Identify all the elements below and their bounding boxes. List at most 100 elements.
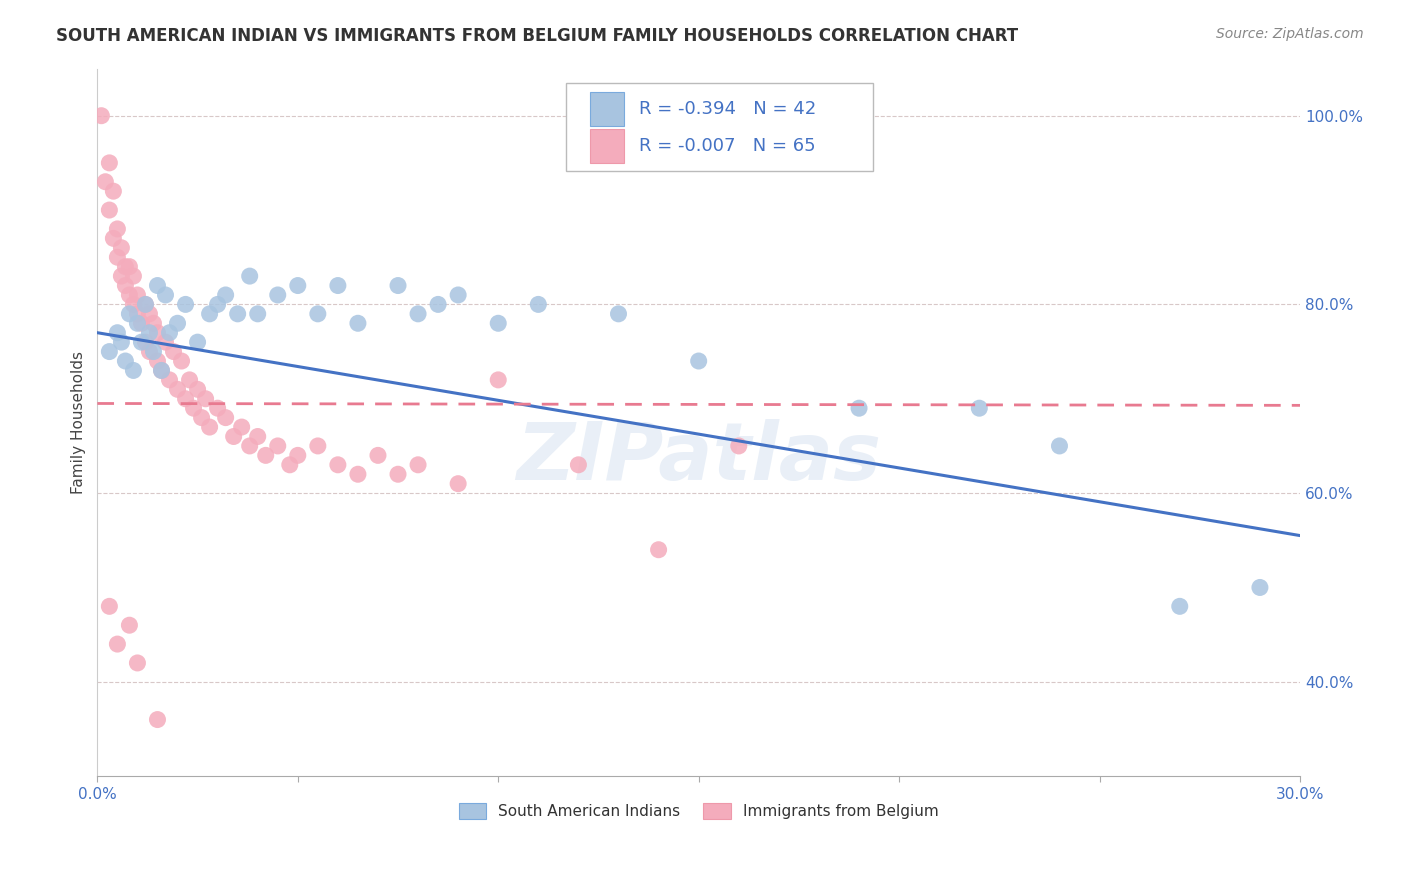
Point <box>131 335 153 350</box>
Point <box>138 326 160 340</box>
Point <box>155 335 177 350</box>
Point <box>307 439 329 453</box>
Point <box>326 458 349 472</box>
Point <box>134 297 156 311</box>
Point <box>131 316 153 330</box>
Point <box>105 222 128 236</box>
Point <box>278 458 301 472</box>
Point <box>347 316 370 330</box>
Point <box>287 449 309 463</box>
Point <box>222 429 245 443</box>
Point <box>179 373 201 387</box>
Point <box>486 316 509 330</box>
Point <box>848 401 870 416</box>
Text: Source: ZipAtlas.com: Source: ZipAtlas.com <box>1216 27 1364 41</box>
Point <box>198 307 221 321</box>
Point <box>267 288 290 302</box>
Point <box>406 458 429 472</box>
Point <box>307 307 329 321</box>
Point <box>138 307 160 321</box>
Point <box>110 269 132 284</box>
Point <box>567 458 589 472</box>
Point <box>239 269 262 284</box>
Point <box>122 297 145 311</box>
Point <box>118 307 141 321</box>
Text: R = -0.007   N = 65: R = -0.007 N = 65 <box>638 137 815 155</box>
Point <box>406 307 429 321</box>
Point <box>267 439 290 453</box>
Point <box>146 278 169 293</box>
Point <box>607 307 630 321</box>
Bar <box>591 129 624 163</box>
Point <box>98 156 121 170</box>
Point <box>90 109 112 123</box>
Point <box>134 335 156 350</box>
Point <box>166 382 188 396</box>
Point <box>194 392 217 406</box>
Point <box>150 363 173 377</box>
Point <box>150 363 173 377</box>
Point <box>98 344 121 359</box>
Point <box>239 439 262 453</box>
Point <box>105 637 128 651</box>
Point <box>427 297 450 311</box>
Point <box>94 175 117 189</box>
Point <box>114 260 136 274</box>
Point <box>287 278 309 293</box>
Point <box>127 316 149 330</box>
Point <box>127 288 149 302</box>
Point <box>187 382 209 396</box>
Point <box>174 392 197 406</box>
Point <box>127 656 149 670</box>
Point <box>155 288 177 302</box>
Point <box>647 542 669 557</box>
Point <box>142 344 165 359</box>
Point <box>207 401 229 416</box>
Point <box>118 260 141 274</box>
Point <box>98 202 121 217</box>
Point <box>166 316 188 330</box>
Point <box>246 429 269 443</box>
Point <box>142 316 165 330</box>
Point <box>146 713 169 727</box>
Point <box>170 354 193 368</box>
Point <box>387 278 409 293</box>
Point <box>486 373 509 387</box>
Point <box>127 307 149 321</box>
Point <box>1168 599 1191 614</box>
Point <box>187 335 209 350</box>
Point <box>114 354 136 368</box>
Point <box>231 420 253 434</box>
Point <box>367 449 389 463</box>
Point <box>447 288 470 302</box>
Point <box>190 410 212 425</box>
Point <box>118 288 141 302</box>
Bar <box>591 92 624 126</box>
Point <box>105 326 128 340</box>
Point <box>1049 439 1071 453</box>
Point <box>118 618 141 632</box>
Point <box>226 307 249 321</box>
Point <box>110 335 132 350</box>
Point <box>326 278 349 293</box>
Point <box>214 288 236 302</box>
Legend: South American Indians, Immigrants from Belgium: South American Indians, Immigrants from … <box>453 797 945 825</box>
Point <box>207 297 229 311</box>
FancyBboxPatch shape <box>567 83 873 171</box>
Point <box>98 599 121 614</box>
Point <box>1249 581 1271 595</box>
Point <box>105 250 128 264</box>
Point <box>138 344 160 359</box>
Text: ZIPatlas: ZIPatlas <box>516 418 882 497</box>
Point <box>146 354 169 368</box>
Point <box>134 297 156 311</box>
Point <box>727 439 749 453</box>
Point <box>103 231 125 245</box>
Point <box>387 467 409 482</box>
Point <box>347 467 370 482</box>
Text: R = -0.394   N = 42: R = -0.394 N = 42 <box>638 100 815 118</box>
Point <box>527 297 550 311</box>
Point <box>214 410 236 425</box>
Point <box>969 401 991 416</box>
Point <box>146 326 169 340</box>
